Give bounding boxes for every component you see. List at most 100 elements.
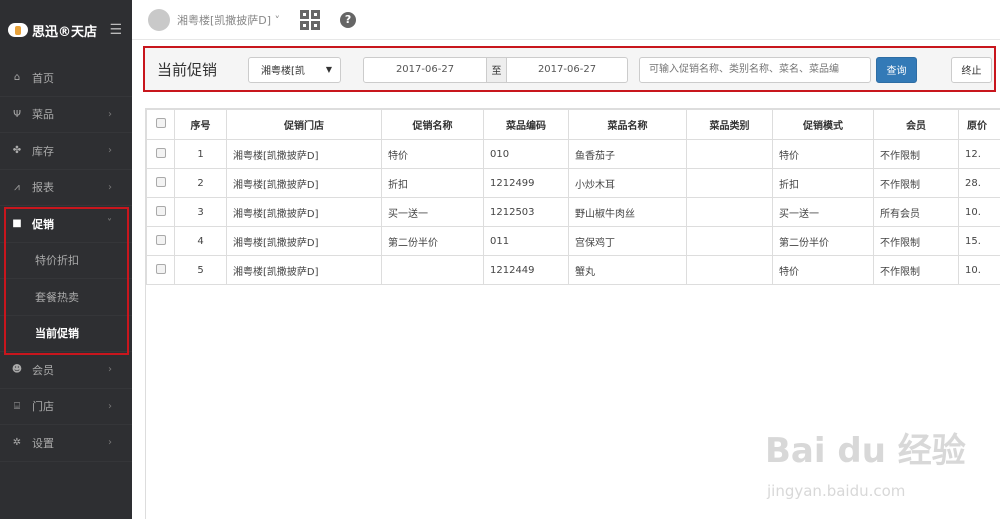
table-cell: 28. [958,168,1000,198]
sidebar-item-promotions[interactable]: ■ 促销 ˅ [0,206,132,243]
table-row[interactable]: 5 湘粤楼[凯撒披萨D] 1212449 蟹丸 特价 不作限制 10. [146,255,1000,285]
col-dish-category: 菜品类别 [686,109,773,140]
table-cell: 鱼香茄子 [568,139,687,169]
table-cell: 湘粤楼[凯撒披萨D] [226,168,382,198]
table-cell: 1212503 [483,197,569,227]
table-cell [686,139,773,169]
line-chart-icon: ⩘ [14,181,20,193]
table-cell: 010 [483,139,569,169]
table-cell: 不作限制 [873,255,959,285]
chevron-right-icon: › [108,400,112,412]
label: 设置 [32,436,54,450]
table-cell: 蟹丸 [568,255,687,285]
table-cell: 第二份半价 [772,226,874,256]
table-row[interactable]: 4 湘粤楼[凯撒披萨D] 第二份半价 011 宫保鸡丁 第二份半价 不作限制 15. [146,226,1000,256]
table-cell [686,226,773,256]
date-from-input[interactable]: 2017-06-27 [363,56,487,83]
col-index: 序号 [174,109,227,140]
sidebar-item-dishes[interactable]: Ψ 菜品 › [0,97,132,133]
table-cell: 折扣 [772,168,874,198]
table-cell: 5 [174,255,227,285]
row-checkbox[interactable] [146,139,175,169]
help-icon[interactable]: ? [340,11,357,28]
sidebar-item-home[interactable]: ⌂ 首页 [0,60,132,97]
label: 会员 [32,363,54,377]
home-icon: ⌂ [13,72,21,84]
table-cell: 买一送一 [772,197,874,227]
label: 报表 [32,181,54,195]
row-checkbox[interactable] [146,168,175,198]
table-cell: 011 [483,226,569,256]
table-cell: 不作限制 [873,139,959,169]
store-switcher[interactable]: 湘粤楼[凯撒披萨D] ˅ [177,13,281,27]
sidebar-item-members[interactable]: ☻ 会员 › [0,352,132,389]
sidebar-item-inventory[interactable]: ✤ 库存 › [0,133,132,170]
col-promo-mode: 促销模式 [772,109,874,140]
table-cell: 特价 [772,139,874,169]
table-cell: 宫保鸡丁 [568,226,687,256]
baidu-watermark: Bai du 经验 [765,431,966,471]
table-cell: 3 [174,197,227,227]
avatar[interactable] [148,8,170,31]
sidebar: 思迅®天店 ☰ ⌂ 首页 Ψ 菜品 › ✤ 库存 › ⩘ 报表 › ■ 促销 ˅ 特价折扣 套餐热卖… [0,0,132,519]
table-cell: 特价 [772,255,874,285]
users-icon: ☻ [11,364,23,376]
filter-bar: 当前促销 湘粤楼[凯 ▼ 2017-06-27 至 2017-06-27 查询 终… [143,47,996,92]
table-cell [686,255,773,285]
search-input[interactable] [639,56,871,83]
table-row[interactable]: 2 湘粤楼[凯撒披萨D] 折扣 1212499 小炒木耳 折扣 不作限制 28. [146,168,1000,198]
col-original-price: 原价 [958,109,1000,140]
label: 首页 [32,71,54,85]
hamburger-icon[interactable]: ☰ [109,22,122,38]
table-cell: 折扣 [381,168,484,198]
col-member: 会员 [873,109,959,140]
table-header: 序号 促销门店 促销名称 菜品编码 菜品名称 菜品类别 促销模式 会员 原价 [146,109,1000,140]
chevron-right-icon: › [108,364,112,376]
sidebar-subitem-current-promotions[interactable]: 当前促销 [0,316,132,352]
table-cell [686,197,773,227]
table-cell: 1 [174,139,227,169]
table-cell: 不作限制 [873,168,959,198]
label: 菜品 [32,108,54,122]
table-cell: 野山椒牛肉丝 [568,197,687,227]
table-cell: 湘粤楼[凯撒披萨D] [226,139,382,169]
table-cell: 小炒木耳 [568,168,687,198]
query-button[interactable]: 查询 [876,56,917,83]
sidebar-subitem-special-discount[interactable]: 特价折扣 [0,243,132,279]
sidebar-subitem-combo[interactable]: 套餐热卖 [0,279,132,316]
logo-text: 思迅®天店 [32,24,98,40]
row-checkbox[interactable] [146,226,175,256]
logo: 思迅®天店 ☰ [0,0,132,60]
table-cell: 1212499 [483,168,569,198]
chevron-right-icon: › [108,437,112,449]
table-row[interactable]: 3 湘粤楼[凯撒披萨D] 买一送一 1212503 野山椒牛肉丝 买一送一 所有会员 10. [146,197,1000,227]
bank-icon: ⌸ [14,400,20,412]
sidebar-item-settings[interactable]: ✲ 设置 › [0,425,132,462]
label: 套餐热卖 [35,290,79,304]
select-all-checkbox[interactable] [146,109,175,140]
sidebar-item-stores[interactable]: ⌸ 门店 › [0,389,132,425]
date-to-label: 至 [487,56,506,83]
table-cell: 12. [958,139,1000,169]
topbar: 湘粤楼[凯撒披萨D] ˅ ? [132,0,1000,40]
table-cell [381,255,484,285]
date-to-input[interactable]: 2017-06-27 [506,56,628,83]
table-row[interactable]: 1 湘粤楼[凯撒披萨D] 特价 010 鱼香茄子 特价 不作限制 12. [146,139,1000,169]
table-cell: 4 [174,226,227,256]
store-select[interactable]: 湘粤楼[凯 ▼ [248,56,341,83]
stop-button[interactable]: 终止 [951,56,992,83]
utensils-icon: Ψ [13,108,21,120]
page-title: 当前促销 [157,61,218,79]
chevron-right-icon: › [108,108,112,120]
qr-code-icon[interactable] [300,9,321,30]
table-cell: 所有会员 [873,197,959,227]
cloud-logo-icon [8,23,28,37]
row-checkbox[interactable] [146,255,175,285]
baidu-watermark-url: jingyan.baidu.com [767,482,906,500]
table-cell: 第二份半价 [381,226,484,256]
table-cell: 15. [958,226,1000,256]
chevron-right-icon: › [108,181,112,193]
row-checkbox[interactable] [146,197,175,227]
sidebar-item-reports[interactable]: ⩘ 报表 › [0,170,132,206]
gear-icon: ✲ [12,437,22,449]
